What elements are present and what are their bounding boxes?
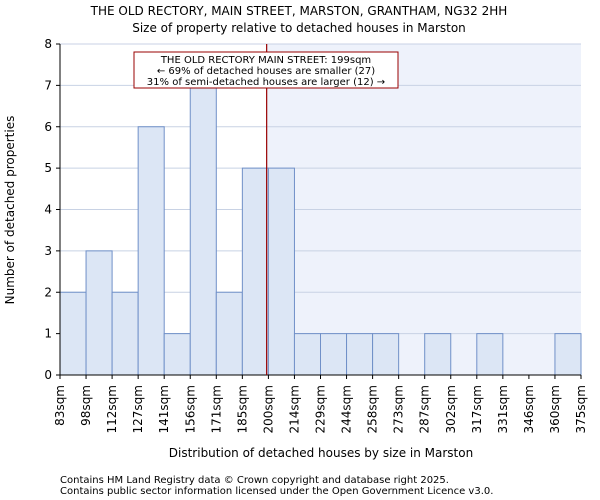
y-tick-label: 5	[44, 161, 52, 175]
x-tick-label: 317sqm	[470, 385, 484, 433]
bar	[476, 333, 504, 376]
x-tick-label: 83sqm	[53, 385, 67, 426]
y-tick-label: 4	[44, 203, 52, 217]
chart-title: THE OLD RECTORY, MAIN STREET, MARSTON, G…	[90, 4, 508, 18]
bar	[241, 167, 269, 376]
bar	[554, 333, 582, 376]
x-tick-label: 171sqm	[209, 385, 223, 433]
bar	[372, 333, 400, 376]
bar	[424, 333, 452, 376]
x-tick-label: 360sqm	[548, 385, 562, 433]
x-tick-label: 185sqm	[235, 385, 249, 433]
bar	[163, 333, 191, 376]
bar	[189, 84, 217, 376]
x-tick-label: 200sqm	[261, 385, 275, 433]
x-tick-label: 127sqm	[131, 385, 145, 433]
y-tick-label: 2	[44, 285, 52, 299]
bar	[215, 291, 243, 376]
x-tick-label: 273sqm	[392, 385, 406, 433]
x-tick-label: 229sqm	[314, 385, 328, 433]
x-tick-label: 98sqm	[79, 385, 93, 426]
x-tick-label: 156sqm	[183, 385, 197, 433]
x-tick-label: 244sqm	[340, 385, 354, 433]
x-tick-label: 214sqm	[287, 385, 301, 433]
plot-area: 0 1 2 3 4 5 6 7 8 83sqm 98sqm 112sqm 127sqm 141sqm 156…	[44, 37, 588, 433]
bar	[267, 167, 295, 376]
x-tick-label: 346sqm	[522, 385, 536, 433]
x-tick-label: 302sqm	[444, 385, 458, 433]
x-tick-label: 141sqm	[157, 385, 171, 433]
footer-line-1: Contains HM Land Registry data © Crown c…	[60, 475, 449, 486]
bar	[111, 291, 139, 376]
x-tick-label: 287sqm	[418, 385, 432, 433]
x-tick-label: 258sqm	[366, 385, 380, 433]
y-tick-label: 0	[44, 368, 52, 382]
annotation-line: THE OLD RECTORY MAIN STREET: 199sqm	[160, 55, 371, 66]
y-tick-label: 7	[44, 78, 52, 92]
annotation-line: 31% of semi-detached houses are larger (…	[147, 77, 385, 88]
footer-line-2: Contains public sector information licen…	[60, 486, 493, 497]
annotation-box	[133, 51, 399, 89]
y-tick-label: 6	[44, 120, 52, 134]
bar	[59, 291, 87, 376]
chart-subtitle: Size of property relative to detached ho…	[132, 21, 466, 35]
x-tick-label: 331sqm	[496, 385, 510, 433]
bar	[85, 250, 113, 376]
x-tick-label: 112sqm	[105, 385, 119, 433]
bar	[137, 126, 165, 376]
bar	[293, 333, 322, 376]
annotation-line: ← 69% of detached houses are smaller (27…	[157, 66, 375, 77]
y-tick-label: 8	[44, 37, 52, 51]
bar	[320, 333, 348, 376]
y-tick-label: 1	[44, 327, 52, 341]
x-tick-label: 375sqm	[574, 385, 588, 433]
x-axis-label: Distribution of detached houses by size …	[169, 446, 473, 460]
y-tick-label: 3	[44, 244, 52, 258]
y-axis-label: Number of detached properties	[3, 116, 17, 305]
bar	[346, 333, 374, 376]
